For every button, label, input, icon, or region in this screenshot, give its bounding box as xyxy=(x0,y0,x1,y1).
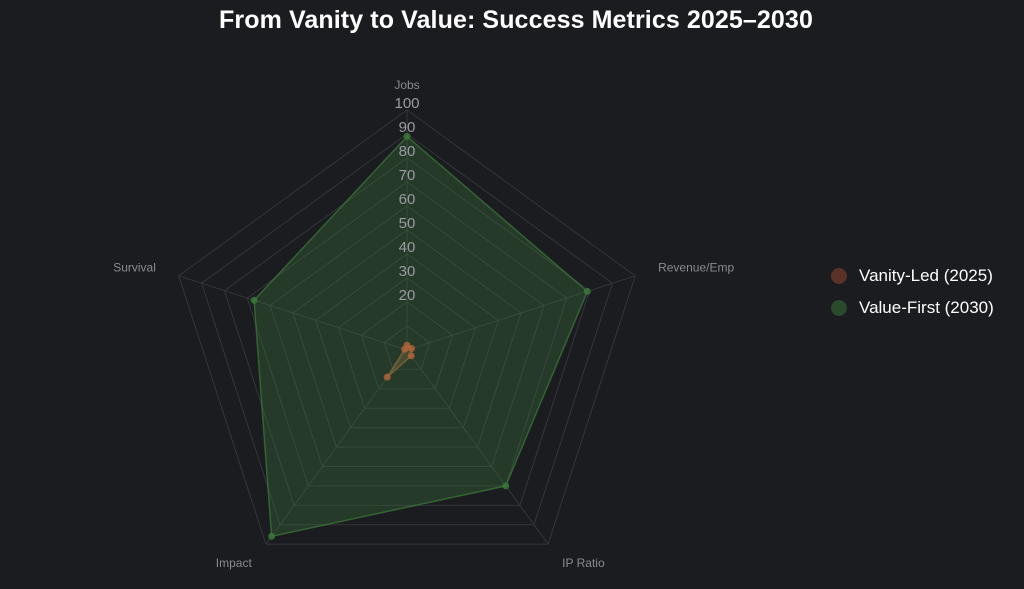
grid-ring xyxy=(200,133,614,526)
radial-tick-label: 80 xyxy=(399,143,416,160)
legend-item-1[interactable]: Vanity-Led (2025) xyxy=(831,266,994,286)
data-point-s2-5 xyxy=(250,296,258,304)
legend-swatch xyxy=(831,268,847,284)
grid-ring xyxy=(269,205,545,467)
radial-tick-label: 50 xyxy=(399,215,416,232)
axis-label-5: Survival xyxy=(113,261,156,275)
grid-spoke xyxy=(178,275,408,351)
radial-tick-label: 60 xyxy=(399,191,416,208)
grid-spoke xyxy=(265,349,408,545)
data-point-s1-4 xyxy=(383,373,391,381)
grid-ring xyxy=(337,277,477,409)
grid-spoke xyxy=(406,349,549,545)
data-point-s2-2 xyxy=(583,287,591,295)
chart-title: From Vanity to Value: Success Metrics 20… xyxy=(219,6,813,34)
grid-ring xyxy=(292,229,522,448)
legend-label: Value-First (2030) xyxy=(859,298,994,317)
radial-tick-label: 90 xyxy=(399,119,416,136)
data-point-s1-3 xyxy=(407,352,415,360)
radial-tick-label: 30 xyxy=(399,263,416,280)
grid-ring xyxy=(315,253,499,429)
grid-ring xyxy=(360,301,454,390)
radial-tick-label: 20 xyxy=(399,287,416,304)
axis-label-2: Revenue/Emp xyxy=(658,261,734,275)
axis-label-1: Jobs xyxy=(394,78,419,92)
grid-spoke xyxy=(406,275,636,351)
legend-item-2[interactable]: Value-First (2030) xyxy=(831,298,994,318)
legend-label: Vanity-Led (2025) xyxy=(859,266,993,285)
radial-tick-label: 100 xyxy=(394,95,419,112)
data-point-s2-3 xyxy=(502,482,510,490)
data-point-s1-5 xyxy=(401,345,409,353)
grid-ring xyxy=(383,325,431,370)
axis-label-4: Impact xyxy=(216,556,253,570)
legend-swatch xyxy=(831,300,847,316)
data-point-s2-4 xyxy=(268,532,276,540)
data-point-s2-1 xyxy=(403,132,411,140)
data-point-s1-2 xyxy=(408,345,416,353)
grid-ring xyxy=(178,109,636,545)
axis-label-3: IP Ratio xyxy=(562,556,605,570)
legend: Vanity-Led (2025) Value-First (2030) xyxy=(831,266,994,330)
series-area-2 xyxy=(253,135,589,538)
radial-tick-label: 40 xyxy=(399,239,416,256)
radial-tick-label: 70 xyxy=(399,167,416,184)
grid-ring xyxy=(223,157,591,506)
